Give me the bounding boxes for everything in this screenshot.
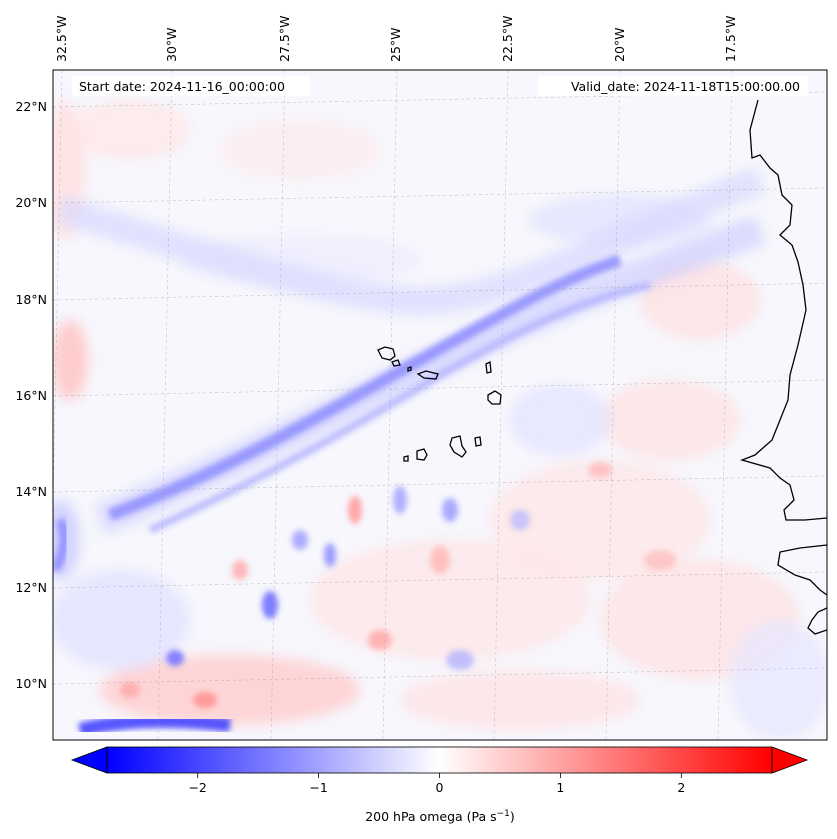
island-santiago xyxy=(449,435,467,458)
gambia-coast xyxy=(777,544,827,596)
colorbar-tick-label: −1 xyxy=(309,780,327,795)
lon-label: 20°W xyxy=(612,27,627,62)
island-maio xyxy=(474,436,482,447)
map-frame xyxy=(52,69,828,741)
lat-label: 12°N xyxy=(15,580,47,595)
colorbar-ticks: −2 −1 0 1 2 xyxy=(188,773,685,795)
latitude-labels: 22°N 20°N 18°N 16°N 14°N 12°N 10°N xyxy=(15,99,47,691)
colorbar-tick-label: 0 xyxy=(436,780,444,795)
island-boa-vista xyxy=(487,390,502,405)
graticule xyxy=(53,70,827,740)
colorbar-tick-label: 1 xyxy=(556,780,564,795)
west-africa-coast xyxy=(739,99,827,521)
island-brava xyxy=(403,455,409,462)
start-date-annotation: Start date: 2024-11-16_00:00:00 xyxy=(72,76,310,96)
colorbar-body xyxy=(106,746,773,774)
island-sao-vicente xyxy=(391,359,401,367)
lon-label: 17.5°W xyxy=(723,16,738,62)
colorbar-tick-label: −2 xyxy=(188,780,206,795)
map-panel xyxy=(53,70,827,740)
colorbar-right-extension xyxy=(771,746,809,774)
lon-label: 32.5°W xyxy=(54,16,69,62)
lon-label: 25°W xyxy=(388,27,403,62)
lat-label: 16°N xyxy=(15,388,47,403)
island-santo-antao xyxy=(377,346,396,361)
lon-label: 27.5°W xyxy=(277,16,292,62)
valid-date-text: Valid_date: 2024-11-18T15:00:00.00 xyxy=(571,79,800,94)
colorbar-label: 200 hPa omega (Pa s−1) xyxy=(365,809,515,824)
island-sal xyxy=(485,360,492,374)
guinea-bissau-coast xyxy=(807,607,827,635)
lat-label: 10°N xyxy=(15,676,47,691)
start-date-text: Start date: 2024-11-16_00:00:00 xyxy=(79,79,285,94)
lat-label: 14°N xyxy=(15,484,47,499)
lat-label: 20°N xyxy=(15,195,47,210)
omega-bands xyxy=(53,166,766,737)
colorbar-left-extension xyxy=(70,746,108,774)
colorbar-tick-label: 2 xyxy=(677,780,685,795)
lon-label: 22.5°W xyxy=(500,16,515,62)
island-fogo xyxy=(416,448,428,461)
coastlines xyxy=(377,99,827,635)
island-sao-nicolau xyxy=(416,370,439,380)
lon-label: 30°W xyxy=(164,27,179,62)
lat-label: 22°N xyxy=(15,99,47,114)
valid-date-annotation: Valid_date: 2024-11-18T15:00:00.00 xyxy=(538,76,808,96)
colorbar: −2 −1 0 1 2 200 hPa omega (Pa s−1) xyxy=(70,746,809,824)
longitude-labels: 32.5°W 30°W 27.5°W 25°W 22.5°W 20°W 17.5… xyxy=(54,16,738,62)
island-santa-luzia xyxy=(407,366,412,372)
lat-label: 18°N xyxy=(15,292,47,307)
omega-cells xyxy=(120,462,676,708)
